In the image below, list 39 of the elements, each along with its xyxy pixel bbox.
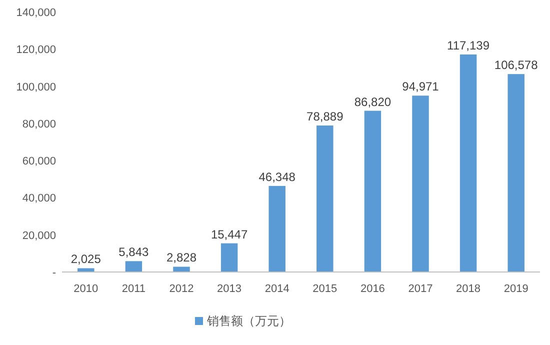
data-label: 5,843 xyxy=(118,245,150,260)
data-label: 2,025 xyxy=(70,252,102,266)
bar xyxy=(125,261,142,272)
x-tick-label: 2019 xyxy=(504,283,528,295)
y-tick-label: - xyxy=(52,267,56,279)
bar xyxy=(316,125,334,272)
data-label: 117,139 xyxy=(447,38,490,52)
x-tick-label: 2014 xyxy=(264,283,290,295)
data-label: 78,889 xyxy=(306,109,344,124)
legend-label: 销售额（万元） xyxy=(206,314,291,328)
data-label: 46,348 xyxy=(258,170,296,184)
x-tick-label: 2012 xyxy=(169,283,194,295)
x-tick-label: 2013 xyxy=(217,283,242,295)
data-label: 106,578 xyxy=(494,58,538,72)
y-tick-label: 60,000 xyxy=(22,156,56,168)
x-tick-label: 2011 xyxy=(122,283,146,295)
data-label: 15,447 xyxy=(210,227,248,242)
y-tick-label: 140,000 xyxy=(16,7,56,19)
x-tick-label: 2017 xyxy=(408,283,433,295)
x-tick-label: 2016 xyxy=(360,283,385,295)
data-label: 86,820 xyxy=(354,94,392,109)
y-tick-label: 20,000 xyxy=(22,230,56,242)
data-label: 2,828 xyxy=(166,250,197,265)
bar xyxy=(268,186,286,272)
y-tick-label: 100,000 xyxy=(16,81,56,94)
bar xyxy=(412,96,429,272)
bar xyxy=(460,54,477,272)
bar xyxy=(364,110,382,272)
y-tick-label: 80,000 xyxy=(22,118,56,130)
bar xyxy=(173,266,190,272)
y-tick-label: 40,000 xyxy=(22,192,56,205)
x-tick-label: 2015 xyxy=(312,283,338,295)
x-tick-label: 2010 xyxy=(74,283,98,295)
bar xyxy=(508,74,524,272)
data-label: 94,971 xyxy=(402,80,440,94)
y-tick-label: 120,000 xyxy=(16,44,56,56)
bar xyxy=(220,243,238,272)
bar xyxy=(78,268,94,272)
x-tick-label: 2018 xyxy=(456,283,481,295)
